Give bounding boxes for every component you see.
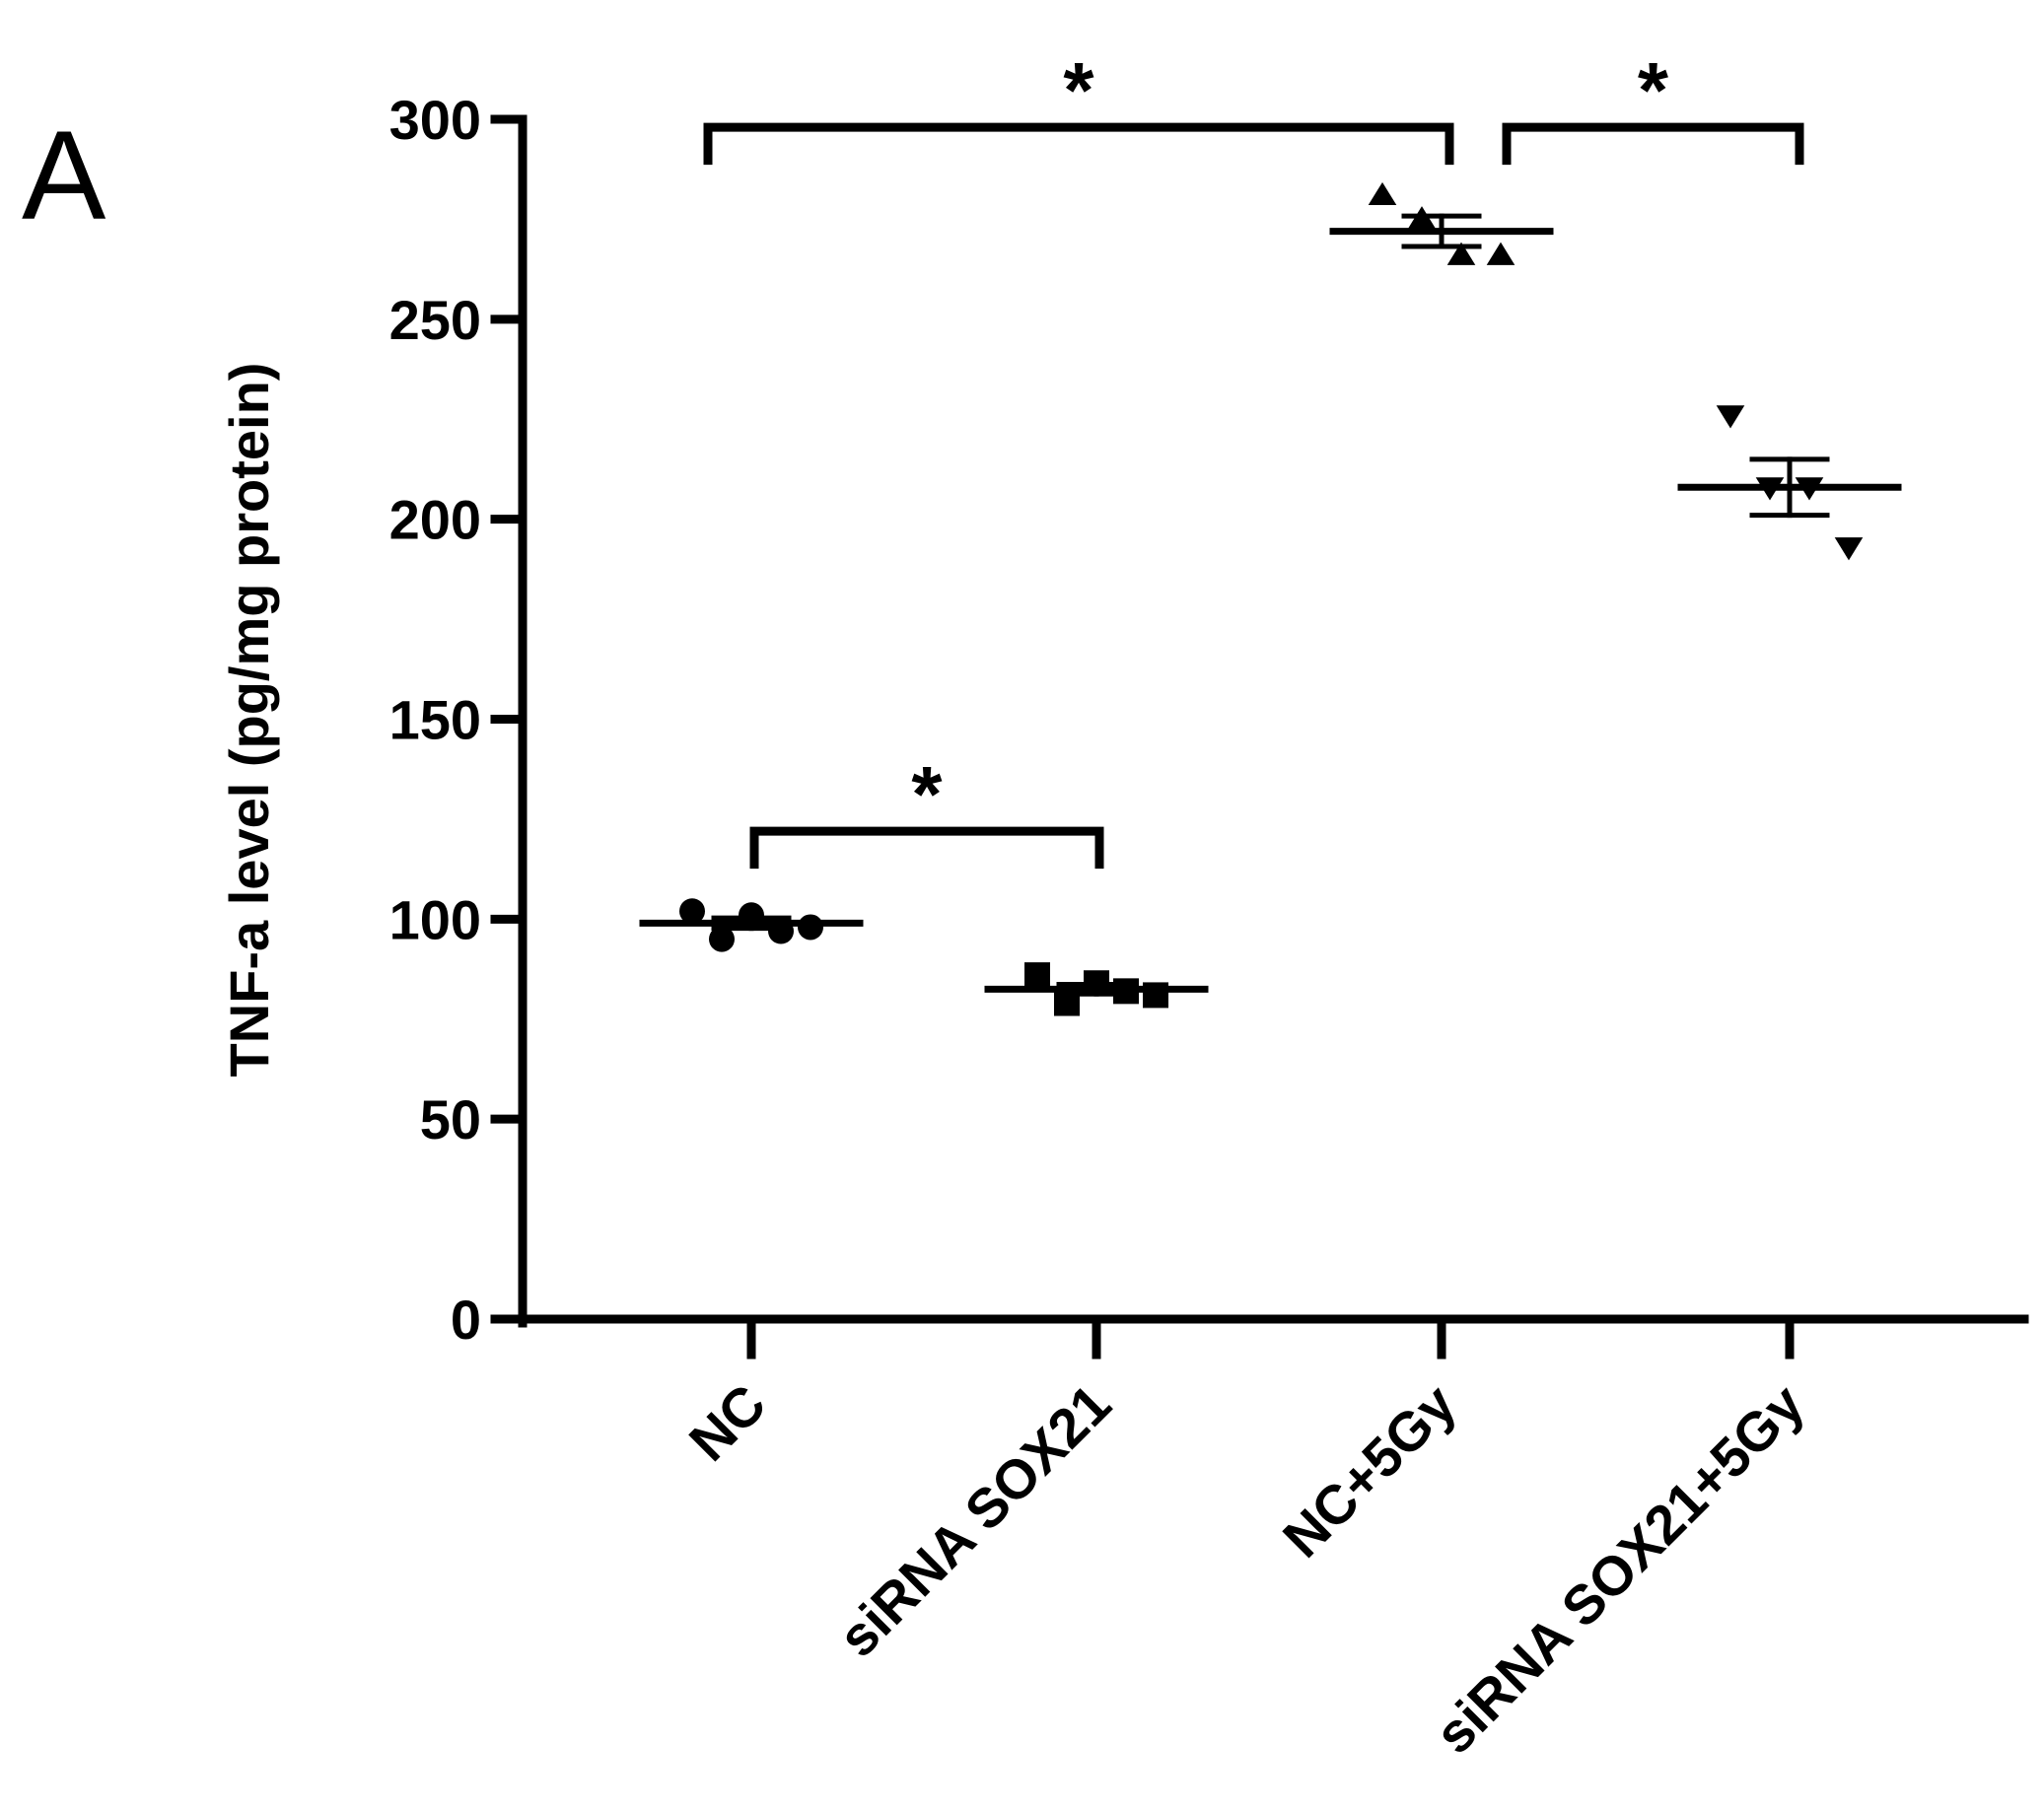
y-tick-label-300: 300 bbox=[389, 89, 481, 151]
significance-brackets: * * * bbox=[703, 46, 1804, 870]
data-points bbox=[679, 181, 1864, 1016]
point-3-0 bbox=[1716, 405, 1745, 429]
point-1-0 bbox=[1024, 962, 1050, 989]
y-axis-title: TNF-a level (pg/mg protein) bbox=[218, 363, 280, 1078]
point-0-4 bbox=[798, 914, 823, 941]
point-3-3 bbox=[1834, 537, 1864, 561]
x-tick-label-2: NC+5Gy bbox=[1271, 1372, 1468, 1569]
point-0-0 bbox=[679, 898, 705, 925]
y-ticks: 0 50 100 150 200 250 300 bbox=[389, 89, 528, 1351]
x-tick-label-3: siRNA SOX21+5Gy bbox=[1423, 1372, 1816, 1766]
bracket-0 bbox=[749, 826, 1104, 870]
point-2-3 bbox=[1486, 242, 1515, 265]
point-0-1 bbox=[709, 926, 735, 952]
point-2-0 bbox=[1368, 181, 1397, 206]
y-tick-label-150: 150 bbox=[389, 689, 481, 751]
y-tick-label-100: 100 bbox=[389, 888, 481, 950]
x-tick-label-1: siRNA SOX21 bbox=[826, 1372, 1123, 1669]
bracket-1 bbox=[703, 122, 1454, 166]
bracket-2 bbox=[1502, 122, 1804, 166]
mean-sem-bars bbox=[639, 213, 1902, 997]
significance-star-2: * bbox=[1638, 46, 1669, 134]
point-2-2 bbox=[1446, 242, 1476, 265]
panel-label: A bbox=[22, 105, 106, 246]
axes bbox=[518, 114, 2029, 1328]
y-tick-label-0: 0 bbox=[451, 1289, 481, 1351]
y-tick-label-50: 50 bbox=[420, 1088, 481, 1151]
y-tick-label-200: 200 bbox=[389, 489, 481, 551]
significance-star-1: * bbox=[1063, 46, 1094, 134]
x-tick-label-0: NC bbox=[677, 1372, 778, 1473]
y-tick-label-250: 250 bbox=[389, 289, 481, 351]
significance-star-0: * bbox=[911, 750, 943, 838]
